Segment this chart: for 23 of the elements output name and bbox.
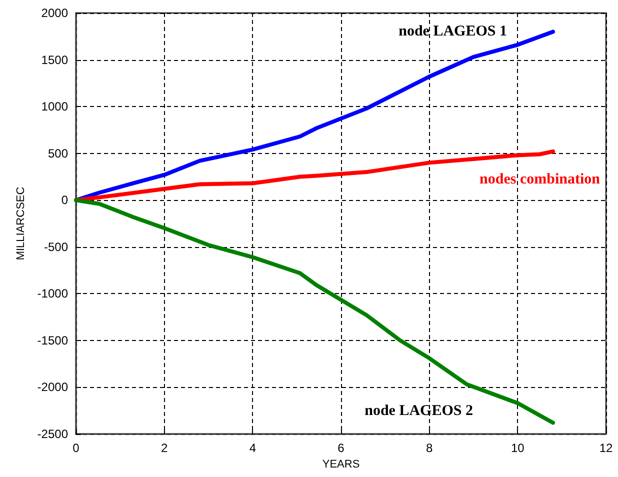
x-tick-label: 0: [72, 441, 80, 455]
x-tick-label: 2: [160, 441, 168, 455]
y-tick-label: -2000: [37, 380, 68, 394]
y-tick-label: -500: [44, 240, 68, 254]
y-tick-label: 0: [61, 193, 68, 208]
x-axis-title: YEARS: [322, 458, 360, 470]
x-tick-label: 6: [338, 441, 345, 455]
series-label: nodes combination: [480, 171, 601, 188]
x-tick-label: 12: [599, 441, 613, 455]
x-tick-label: 10: [510, 441, 525, 455]
x-tick-label: 8: [426, 441, 433, 455]
line-series: [74, 198, 555, 425]
series-label: node LAGEOS 2: [364, 402, 473, 419]
y-tick-label: 1500: [41, 52, 68, 67]
series-label: node LAGEOS 1: [398, 24, 507, 40]
y-tick-label: -1000: [37, 286, 68, 301]
y-tick-label: 1000: [41, 100, 68, 114]
y-tick-label: -1500: [37, 333, 68, 348]
y-tick-label: 2000: [41, 6, 68, 20]
y-tick-label: -2500: [37, 427, 68, 441]
y-tick-label: 500: [48, 146, 68, 160]
x-tick-label: 4: [249, 441, 256, 455]
y-axis-title: MILLIARCSEC: [14, 186, 27, 260]
